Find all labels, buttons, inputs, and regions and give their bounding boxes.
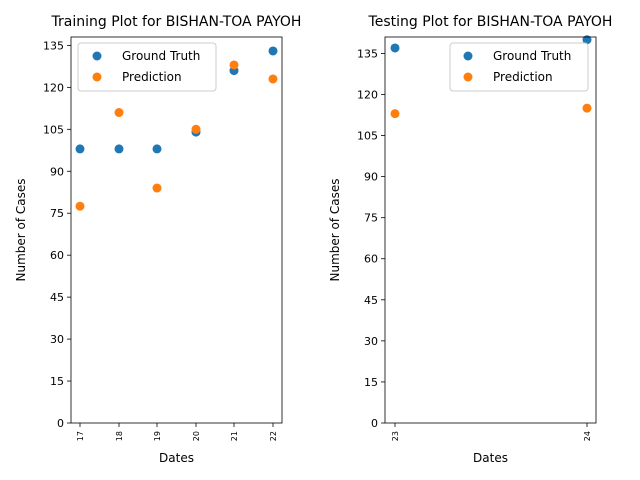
- training-point-ground-truth: [114, 144, 124, 154]
- training-legend-marker-ground-truth: [92, 51, 102, 61]
- testing-point-prediction: [390, 109, 400, 119]
- testing-legend-box: [449, 42, 589, 92]
- testing-legend-marker-prediction: [463, 72, 473, 82]
- training-points: [75, 46, 278, 211]
- training-y-axis: 0 15 30 45 60 75 90 105 120 135: [43, 39, 71, 430]
- training-plot-frame: [70, 36, 283, 424]
- testing-point-prediction: [582, 103, 592, 113]
- training-y-tick-label: 105: [43, 123, 64, 136]
- training-legend-marker-prediction: [92, 72, 102, 82]
- training-y-tick-label: 30: [50, 333, 64, 346]
- training-point-prediction: [229, 60, 239, 70]
- testing-point-ground-truth: [390, 43, 400, 53]
- testing-x-axis-label: Dates: [473, 451, 508, 465]
- testing-y-tick-label: 135: [357, 47, 378, 60]
- testing-legend-label-prediction: Prediction: [493, 70, 553, 84]
- training-x-tick-label: 18: [115, 431, 124, 441]
- testing-y-tick-label: 0: [371, 417, 378, 430]
- training-legend-box: [77, 42, 217, 92]
- testing-point-ground-truth: [582, 35, 592, 45]
- training-y-tick-label: 0: [57, 417, 64, 430]
- testing-x-tick-label: 24: [583, 431, 592, 441]
- training-x-tick-label: 22: [269, 431, 278, 441]
- training-panel: Training Plot for BISHAN-TOA PAYOH 0 15 30…: [14, 14, 301, 465]
- training-y-tick-label: 45: [50, 291, 64, 304]
- training-legend-label-prediction: Prediction: [122, 70, 182, 84]
- testing-x-axis: 23 24: [391, 423, 592, 441]
- training-legend-label-ground-truth: Ground Truth: [122, 49, 200, 63]
- training-x-tick-label: 20: [192, 431, 201, 441]
- training-y-tick-label: 60: [50, 249, 64, 262]
- testing-panel: Testing Plot for BISHAN-TOA PAYOH 0 15 30 4…: [328, 14, 612, 465]
- training-chart-title: Training Plot for BISHAN-TOA PAYOH: [51, 14, 302, 30]
- training-point-ground-truth: [75, 144, 85, 154]
- training-y-tick-label: 90: [50, 165, 64, 178]
- testing-legend-marker-ground-truth: [463, 51, 473, 61]
- training-x-tick-label: 19: [153, 431, 162, 441]
- testing-y-axis-label: Number of Cases: [328, 178, 342, 281]
- testing-y-tick-label: 75: [364, 212, 378, 225]
- testing-y-tick-label: 60: [364, 253, 378, 266]
- training-point-prediction: [152, 183, 162, 193]
- testing-legend: Ground Truth Prediction: [449, 42, 589, 92]
- training-legend: Ground Truth Prediction: [77, 42, 217, 92]
- training-point-ground-truth: [152, 144, 162, 154]
- testing-plot-frame: [384, 36, 597, 424]
- testing-y-tick-label: 90: [364, 171, 378, 184]
- testing-y-tick-label: 105: [357, 130, 378, 143]
- training-point-prediction: [191, 124, 201, 134]
- training-point-prediction: [75, 201, 85, 211]
- testing-chart-title: Testing Plot for BISHAN-TOA PAYOH: [368, 14, 613, 30]
- testing-y-tick-label: 30: [364, 335, 378, 348]
- training-x-axis: 17 18 19 20 21 22: [76, 423, 278, 441]
- training-x-tick-label: 17: [76, 431, 85, 441]
- training-point-prediction: [114, 108, 124, 118]
- training-x-axis-label: Dates: [159, 451, 194, 465]
- training-point-prediction: [268, 74, 278, 84]
- testing-points: [390, 35, 592, 119]
- training-y-tick-label: 75: [50, 207, 64, 220]
- training-x-tick-label: 21: [230, 431, 239, 441]
- training-point-ground-truth: [268, 46, 278, 56]
- testing-y-tick-label: 120: [357, 88, 378, 101]
- testing-x-tick-label: 23: [391, 431, 400, 441]
- testing-legend-label-ground-truth: Ground Truth: [493, 49, 571, 63]
- training-y-tick-label: 135: [43, 39, 64, 52]
- training-y-axis-label: Number of Cases: [14, 178, 28, 281]
- training-y-tick-label: 120: [43, 81, 64, 94]
- testing-y-tick-label: 45: [364, 294, 378, 307]
- testing-y-tick-label: 15: [364, 376, 378, 389]
- testing-y-axis: 0 15 30 45 60 75 90 105 120 135: [357, 47, 385, 430]
- training-y-tick-label: 15: [50, 375, 64, 388]
